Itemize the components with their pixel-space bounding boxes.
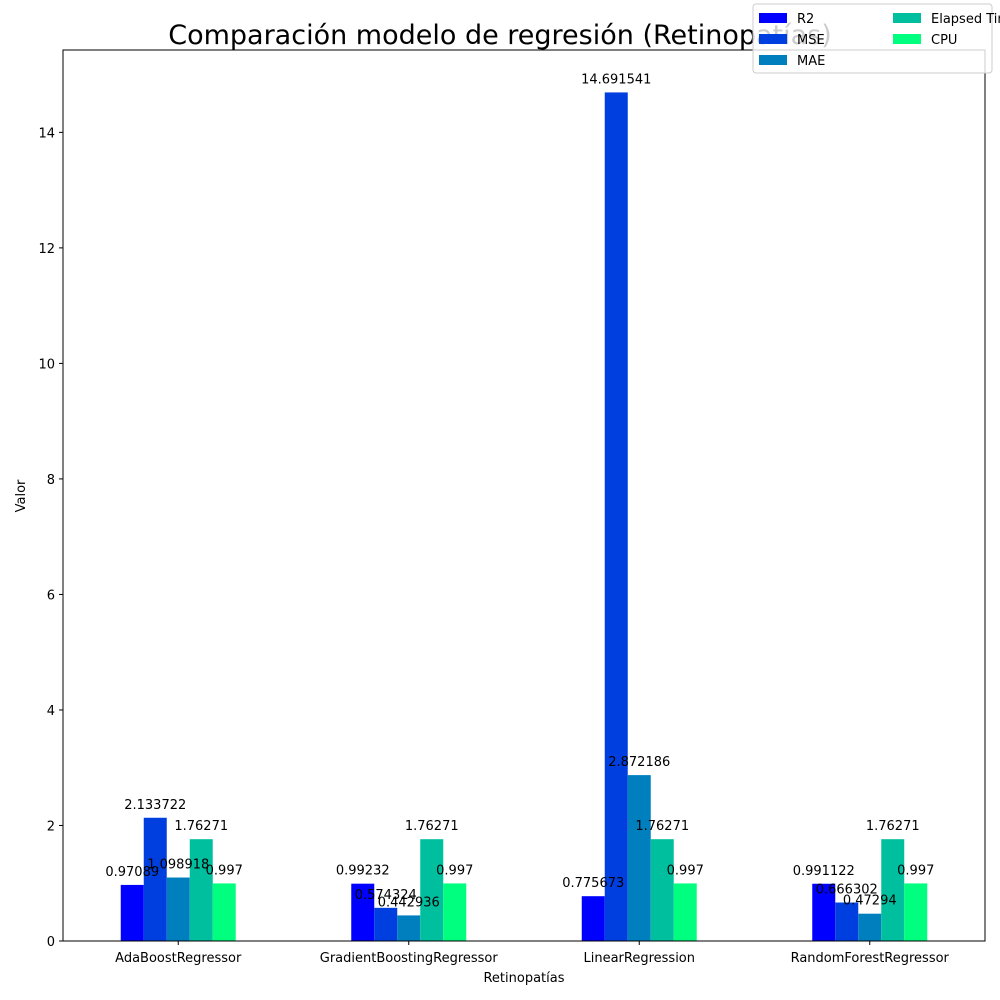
bar-mse-randomforestregressor [835, 902, 859, 941]
chart-title: Comparación modelo de regresión (Retinop… [168, 20, 832, 51]
bar-mse-gradientboostingregressor [374, 907, 398, 941]
y-tick-label: 12 [38, 242, 55, 257]
data-label: 0.99232 [336, 864, 390, 879]
bar-r2-adaboostregressor [120, 884, 144, 941]
x-tick-label: AdaBoostRegressor [115, 951, 242, 966]
data-label: 0.997 [206, 863, 243, 878]
bar-r2-randomforestregressor [812, 883, 836, 941]
y-tick-label: 2 [47, 819, 55, 834]
y-tick-label: 0 [47, 935, 55, 950]
y-tick-label: 6 [47, 588, 55, 603]
x-tick-label: LinearRegression [583, 951, 695, 966]
data-label: 0.991122 [793, 864, 855, 879]
data-label: 1.76271 [866, 819, 920, 834]
x-tick-label: GradientBoostingRegressor [320, 951, 499, 966]
bar-cpu-gradientboostingregressor [443, 883, 467, 941]
data-label: 2.872186 [608, 755, 670, 770]
bar-elapsed-time-gradientboostingregressor [420, 839, 444, 941]
bar-elapsed-time-randomforestregressor [881, 839, 905, 941]
data-label: 0.442936 [378, 895, 440, 910]
bar-mae-adaboostregressor [166, 877, 190, 941]
data-label: 1.76271 [635, 819, 689, 834]
bar-cpu-adaboostregressor [212, 883, 236, 941]
data-label: 0.997 [436, 863, 473, 878]
data-labels-group: 0.97089 2.133722 1.098918 1.76271 0.997 0.992… [105, 72, 934, 910]
x-axis-label: Retinopatías [483, 971, 564, 986]
data-label: 0.997 [897, 863, 934, 878]
bar-mae-randomforestregressor [858, 913, 882, 941]
data-label: 0.574324 [355, 888, 417, 903]
bar-mse-linearregression [604, 92, 628, 942]
bar-cpu-randomforestregressor [904, 883, 928, 941]
legend: R2 MSE MAE Elapsed Time CPU [752, 3, 1000, 74]
bar-mae-linearregression [627, 775, 651, 941]
legend-label: CPU [931, 33, 957, 48]
legend-swatch [893, 34, 921, 44]
bar-elapsed-time-linearregression [650, 839, 674, 941]
y-tick-label: 10 [38, 357, 55, 372]
y-tick-label: 8 [47, 473, 55, 488]
bar-r2-linearregression [581, 896, 605, 941]
bar-r2-gradientboostingregressor [351, 883, 375, 941]
data-label: 1.76271 [174, 819, 228, 834]
legend-label: R2 [797, 12, 814, 27]
y-tick-label: 4 [47, 704, 55, 719]
data-label: 1.76271 [405, 819, 459, 834]
x-tick-label: RandomForestRegressor [791, 951, 950, 966]
y-axis-label: Valor [14, 479, 29, 512]
bars-group [120, 92, 928, 942]
legend-label: Elapsed Time [931, 12, 1000, 27]
data-label: 0.997 [667, 863, 704, 878]
legend-label: MAE [797, 54, 825, 69]
data-label: 0.775673 [562, 876, 624, 891]
data-label: 14.691541 [581, 72, 651, 87]
bar-cpu-linearregression [673, 883, 697, 941]
data-label: 2.133722 [124, 798, 186, 813]
data-label: 0.97089 [105, 865, 159, 880]
bar-mae-gradientboostingregressor [397, 915, 421, 941]
legend-swatch [759, 13, 787, 23]
legend-label: MSE [797, 33, 825, 48]
data-label: 1.098918 [147, 858, 209, 873]
axes-frame [62, 49, 986, 942]
legend-box [752, 3, 993, 74]
legend-swatch [759, 34, 787, 44]
y-tick-label: 14 [38, 126, 55, 141]
legend-swatch [893, 13, 921, 23]
data-label: 0.47294 [843, 894, 897, 909]
bar-elapsed-time-adaboostregressor [189, 839, 213, 941]
legend-swatch [759, 55, 787, 65]
bar-mse-adaboostregressor [143, 817, 167, 941]
y-axis-ticks: 0 2 4 6 8 10 12 14 [38, 126, 63, 950]
data-label: 0.666302 [816, 883, 878, 898]
x-axis-ticks: AdaBoostRegressor GradientBoostingRegress… [115, 941, 950, 966]
